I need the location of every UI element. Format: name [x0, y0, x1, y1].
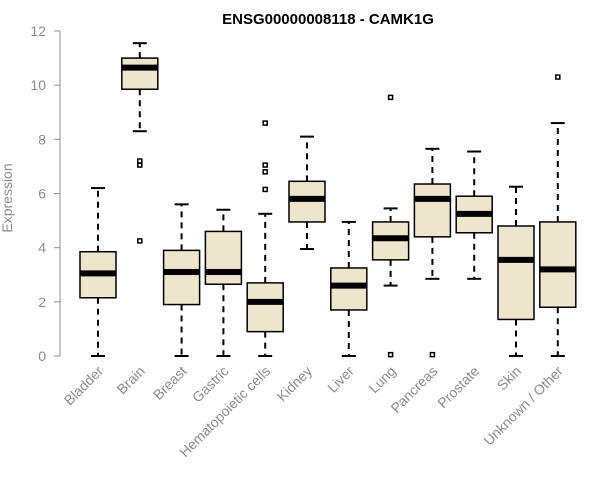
box-group	[246, 120, 284, 357]
y-tick-label: 8	[38, 131, 46, 147]
box-group	[121, 42, 159, 244]
box-group	[371, 94, 410, 358]
box-group	[539, 74, 577, 357]
y-tick-label: 6	[38, 186, 46, 202]
x-tick-label: Lung	[365, 363, 398, 396]
x-tick-label: Bladder	[61, 363, 107, 409]
outlier-point	[137, 238, 143, 244]
box-iqr	[539, 221, 577, 308]
y-tick-label: 0	[38, 348, 46, 364]
x-tick-label: Brain	[113, 363, 147, 397]
box-iqr	[330, 267, 368, 311]
outlier-point	[429, 351, 436, 358]
box-iqr	[204, 230, 243, 285]
box-iqr	[413, 183, 452, 238]
box-group	[79, 187, 117, 357]
outlier-point	[387, 351, 394, 358]
y-tick-label: 12	[30, 23, 46, 39]
x-tick-label: Prostate	[434, 363, 482, 411]
box-iqr	[497, 225, 535, 321]
outlier-point	[137, 162, 143, 168]
box-group	[413, 147, 452, 358]
box-iqr	[121, 57, 159, 90]
y-axis: 0 2 4 6 8 10 12	[30, 23, 61, 364]
box-group	[455, 150, 493, 280]
outlier-point	[262, 186, 268, 193]
box-group	[330, 220, 368, 357]
y-tick-label: 4	[38, 240, 46, 256]
y-tick-label: 10	[30, 77, 46, 93]
outlier-point	[387, 94, 394, 101]
x-tick-label: Breast	[150, 363, 190, 403]
box-iqr	[162, 249, 201, 306]
x-tick-label: Skin	[494, 363, 525, 394]
box-iqr	[246, 282, 284, 333]
x-tick-label: Unknown / Other	[480, 363, 566, 449]
y-tick-label: 2	[38, 294, 46, 310]
outlier-point	[262, 162, 268, 168]
chart-title: ENSG00000008118 - CAMK1G	[222, 11, 434, 28]
outlier-point	[262, 120, 268, 126]
box-group	[162, 203, 201, 357]
outlier-point	[262, 169, 268, 175]
x-tick-label: Liver	[324, 363, 357, 396]
outlier-point	[555, 74, 561, 80]
box-group	[204, 208, 243, 357]
boxes-group	[79, 42, 577, 358]
box-group	[288, 135, 326, 251]
y-axis-label: Expression	[0, 163, 15, 232]
x-tick-label: Kidney	[274, 363, 316, 405]
box-group	[497, 185, 535, 357]
